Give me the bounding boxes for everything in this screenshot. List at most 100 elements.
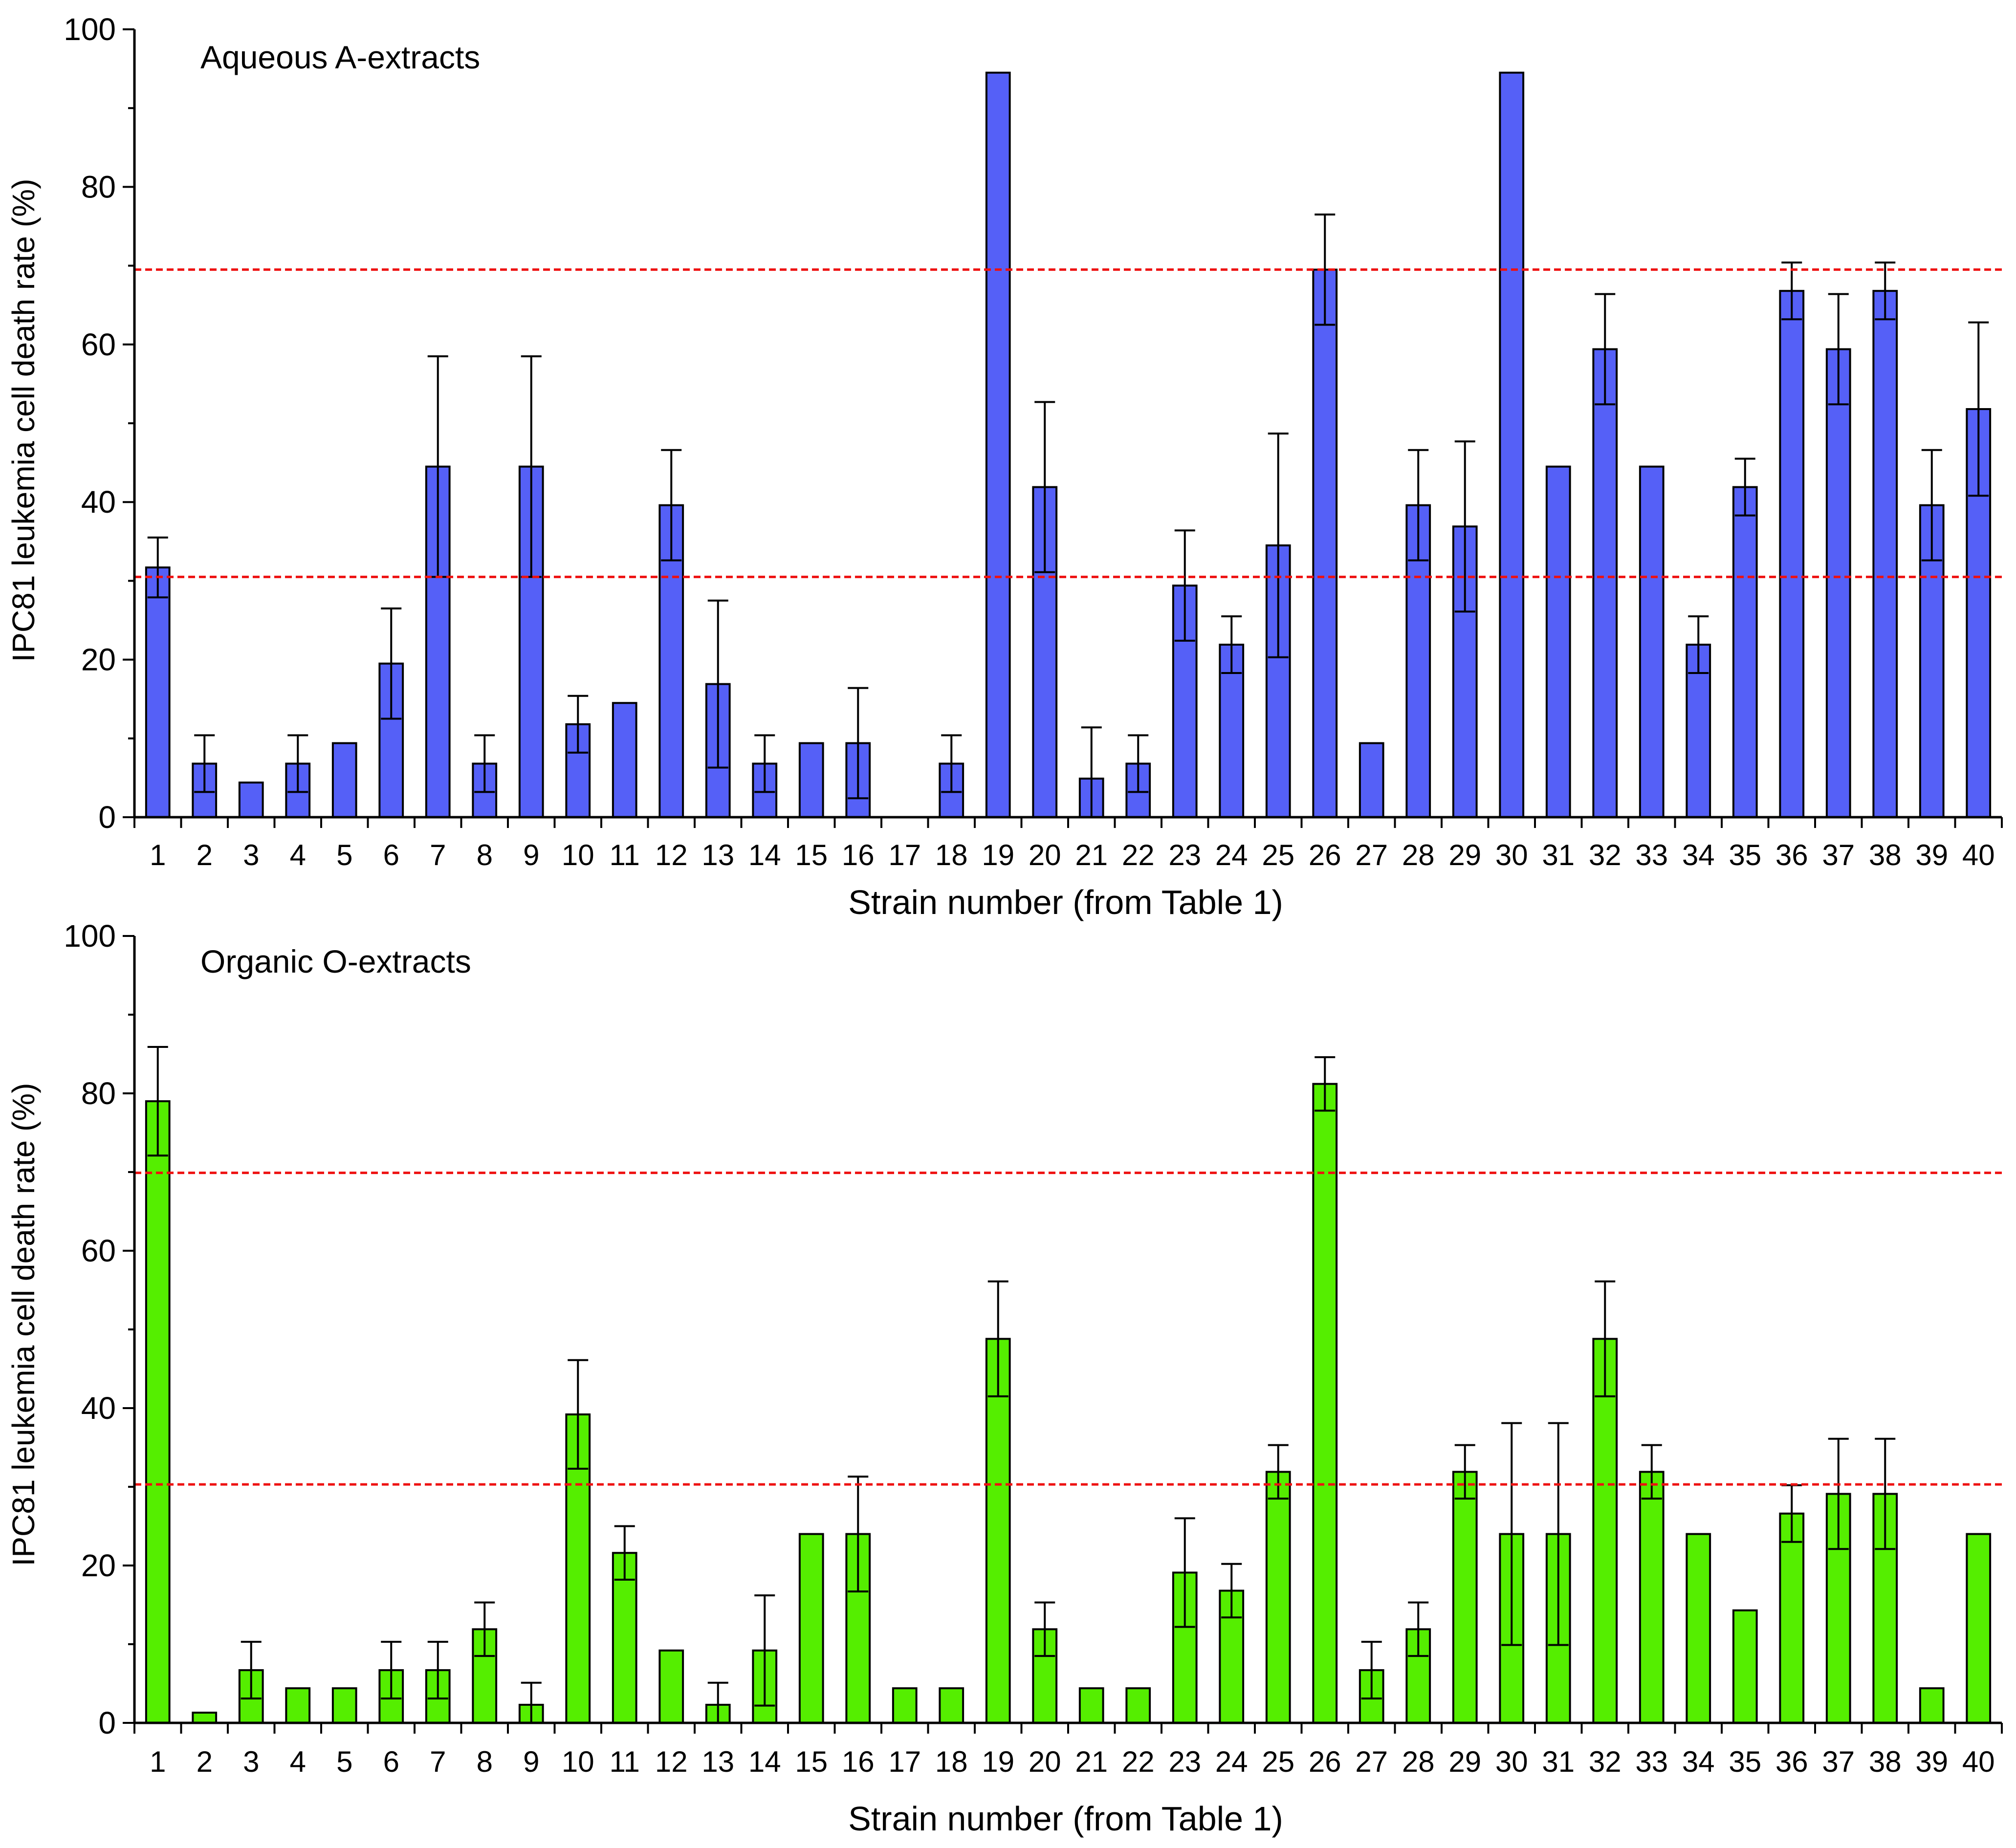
top-x-tick-label: 28: [1402, 839, 1435, 871]
top-x-tick-label: 27: [1355, 839, 1388, 871]
bottom-y-tick-label: 0: [98, 1705, 116, 1740]
top-x-tick-label: 6: [383, 839, 399, 871]
bottom-x-tick-label: 40: [1962, 1745, 1995, 1778]
bottom-bar: [658, 1649, 684, 1724]
top-y-tick-label: 20: [81, 642, 116, 677]
top-chart-aqueous: Aqueous A-extracts Strain number (from T…: [6, 12, 2003, 921]
bottom-x-tick-label: 4: [290, 1745, 306, 1778]
top-bar: [612, 702, 637, 819]
top-x-tick-label: 23: [1168, 839, 1201, 871]
bottom-x-tick-label: 15: [795, 1745, 828, 1778]
top-x-tick-label: 7: [430, 839, 446, 871]
top-x-tick-label: 39: [1915, 839, 1948, 871]
top-bar: [1359, 742, 1384, 819]
bottom-x-tick-label: 6: [383, 1745, 399, 1778]
top-x-tick-label: 11: [610, 839, 640, 871]
top-bar: [1779, 290, 1805, 819]
top-x-tick-label: 20: [1029, 839, 1061, 871]
top-x-tick-label: 9: [523, 839, 539, 871]
top-x-tick-label: 34: [1682, 839, 1715, 871]
top-x-tick-label: 35: [1729, 839, 1761, 871]
bottom-x-tick-label: 23: [1168, 1745, 1201, 1778]
bottom-x-tick-label: 17: [888, 1745, 921, 1778]
top-x-tick-label: 40: [1962, 839, 1995, 871]
bottom-x-tick-label: 8: [477, 1745, 493, 1778]
bottom-bar: [1078, 1687, 1104, 1724]
top-x-tick-label: 25: [1262, 839, 1294, 871]
top-x-tick-label: 29: [1448, 839, 1481, 871]
bottom-x-tick-label: 10: [562, 1745, 594, 1778]
top-x-tick-label: 38: [1869, 839, 1902, 871]
top-y-tick-label: 60: [81, 327, 116, 362]
bottom-bar: [1592, 1338, 1618, 1724]
top-x-tick-label: 36: [1775, 839, 1808, 871]
bottom-y-tick-label: 80: [81, 1076, 116, 1111]
top-bar: [1545, 465, 1571, 818]
bottom-bar: [939, 1687, 964, 1724]
top-x-tick-label: 14: [748, 839, 781, 871]
bottom-x-tick-label: 25: [1262, 1745, 1294, 1778]
bottom-x-tick-label: 1: [150, 1745, 166, 1778]
bottom-bar: [145, 1100, 171, 1724]
top-bar: [1872, 290, 1898, 819]
top-y-tick-label: 80: [81, 169, 116, 204]
bottom-bar: [1639, 1471, 1665, 1724]
top-bar: [1639, 465, 1665, 818]
bottom-x-tick-label: 26: [1309, 1745, 1341, 1778]
bottom-chart-organic: Organic O-extracts Strain number (from T…: [6, 918, 2003, 1838]
bottom-bar: [331, 1687, 357, 1724]
bottom-x-tick-label: 27: [1355, 1745, 1388, 1778]
top-bar: [238, 782, 264, 819]
top-x-tick-label: 19: [982, 839, 1014, 871]
top-x-tick-label: 1: [150, 839, 166, 871]
bottom-x-tick-label: 13: [701, 1745, 734, 1778]
bottom-x-tick-label: 22: [1122, 1745, 1155, 1778]
bottom-bar: [1125, 1687, 1151, 1724]
bottom-x-tick-label: 36: [1775, 1745, 1808, 1778]
bottom-bar: [1686, 1533, 1711, 1724]
bottom-x-tick-label: 21: [1075, 1745, 1108, 1778]
bottom-bar: [892, 1687, 918, 1724]
top-bar: [798, 742, 824, 819]
top-x-tick-label: 8: [477, 839, 493, 871]
top-y-tick-label: 100: [64, 12, 116, 47]
bottom-x-tick-label: 38: [1869, 1745, 1902, 1778]
bottom-bar: [1919, 1687, 1945, 1724]
top-bar: [331, 742, 357, 819]
top-chart-x-label: Strain number (from Table 1): [848, 883, 1283, 921]
top-bar: [1592, 348, 1618, 818]
top-x-tick-label: 3: [243, 839, 259, 871]
bottom-x-tick-label: 11: [610, 1745, 640, 1778]
top-x-tick-label: 31: [1542, 839, 1575, 871]
bottom-bar: [192, 1712, 218, 1724]
top-x-tick-label: 26: [1309, 839, 1341, 871]
bottom-y-tick-label: 40: [81, 1391, 116, 1426]
bottom-x-tick-label: 14: [748, 1745, 781, 1778]
top-x-tick-label: 17: [888, 839, 921, 871]
top-chart-y-label: IPC81 leukemia cell death rate (%): [6, 179, 41, 662]
top-x-tick-label: 21: [1075, 839, 1108, 871]
top-x-tick-label: 33: [1635, 839, 1668, 871]
top-x-tick-label: 22: [1122, 839, 1155, 871]
bottom-x-tick-label: 9: [523, 1745, 539, 1778]
bottom-x-tick-label: 35: [1729, 1745, 1761, 1778]
top-x-tick-label: 24: [1215, 839, 1248, 871]
top-y-tick-label: 0: [98, 800, 116, 835]
bottom-x-tick-label: 5: [336, 1745, 352, 1778]
bottom-x-tick-label: 37: [1822, 1745, 1855, 1778]
bottom-bar: [1732, 1609, 1758, 1724]
bottom-x-tick-label: 32: [1589, 1745, 1622, 1778]
bottom-x-tick-label: 24: [1215, 1745, 1248, 1778]
top-x-tick-label: 5: [336, 839, 352, 871]
bottom-x-tick-label: 29: [1448, 1745, 1481, 1778]
bottom-bar: [1779, 1512, 1805, 1724]
bottom-x-tick-label: 2: [197, 1745, 213, 1778]
top-y-tick-label: 40: [81, 484, 116, 520]
bottom-bar: [1312, 1083, 1338, 1724]
bottom-x-tick-label: 3: [243, 1745, 259, 1778]
bottom-bar: [798, 1533, 824, 1724]
bottom-x-tick-label: 16: [842, 1745, 875, 1778]
top-x-tick-label: 2: [197, 839, 213, 871]
bottom-x-tick-label: 34: [1682, 1745, 1715, 1778]
